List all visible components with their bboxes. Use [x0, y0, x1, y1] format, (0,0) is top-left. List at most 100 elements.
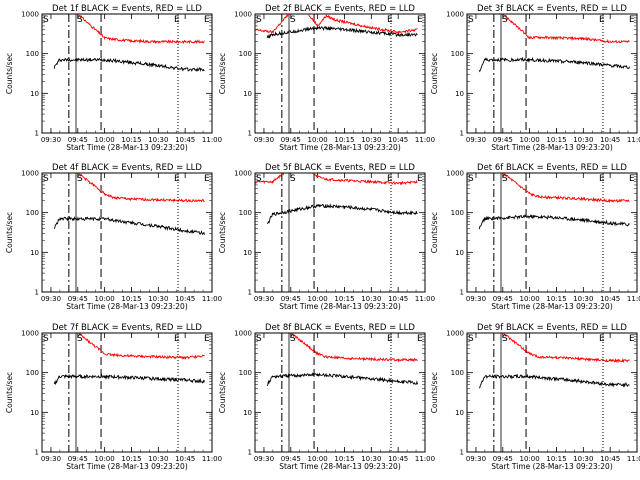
panel-title: Det 5f BLACK = Events, RED = LLD — [265, 163, 415, 173]
x-tick-label: 10:30 — [361, 455, 381, 463]
start-marker-label: S — [290, 334, 296, 344]
x-tick-label: 10:00 — [520, 295, 540, 303]
y-tick-label: 10 — [30, 409, 39, 417]
x-tick-label: 10:45 — [175, 455, 195, 463]
x-tick-label: 09:30 — [466, 295, 486, 303]
chart-panel-7: Det 7f BLACK = Events, RED = LLD 1 10 100 10… — [5, 323, 222, 471]
start-marker-label: S — [290, 15, 296, 25]
x-tick-label: 10:00 — [308, 455, 328, 463]
plot-frame — [466, 332, 638, 453]
chart-panel-8: Det 8f BLACK = Events, RED = LLD 1 10 100 10… — [218, 323, 435, 471]
end-marker-label: E — [387, 334, 393, 344]
x-tick-label: 10:45 — [388, 455, 408, 463]
plot-frame — [466, 172, 638, 293]
x-tick-label: 10:00 — [95, 455, 115, 463]
x-tick-label: 10:00 — [308, 295, 328, 303]
y-tick-label: 1000 — [234, 330, 252, 338]
end-marker-label: E — [599, 174, 605, 184]
y-tick-label: 1000 — [446, 11, 464, 19]
start-marker-label: S — [502, 174, 508, 184]
x-tick-label: 10:45 — [175, 295, 195, 303]
series-lld-line — [77, 173, 205, 203]
end-marker-label: E — [417, 334, 423, 344]
start-marker-label: S — [77, 15, 83, 25]
y-tick-label: 1 — [248, 289, 252, 297]
chart-panel-1: Det 1f BLACK = Events, RED = LLD 1 10 100 10… — [5, 4, 222, 152]
x-tick-label: 10:15 — [546, 295, 566, 303]
y-axis-title: Counts/sec — [5, 372, 14, 413]
chart-panel-3: Det 3f BLACK = Events, RED = LLD 1 10 100 10… — [430, 4, 640, 152]
start-marker-label: S — [77, 174, 83, 184]
x-tick-label: 10:00 — [95, 136, 115, 144]
x-tick-label: 09:30 — [254, 136, 274, 144]
series-events-line — [266, 25, 418, 39]
x-tick-label: 10:30 — [573, 295, 593, 303]
x-tick-label: 10:30 — [573, 136, 593, 144]
plot-area — [478, 333, 630, 452]
y-tick-label: 100 — [26, 50, 39, 58]
x-tick-label: 11:00 — [202, 136, 222, 144]
plot-area — [53, 14, 205, 133]
start-marker-label: S — [43, 334, 49, 344]
plot-frame — [41, 13, 213, 134]
series-events-line — [266, 203, 418, 225]
x-tick-label: 11:00 — [415, 455, 435, 463]
x-tick-label: 11:00 — [415, 295, 435, 303]
plot-area — [478, 173, 630, 292]
x-tick-label: 10:15 — [546, 136, 566, 144]
x-tick-label: 10:15 — [334, 455, 354, 463]
x-axis-title: Start Time (28-Mar-13 09:23:20) — [491, 462, 613, 471]
series-lld-line — [503, 173, 630, 204]
x-tick-label: 11:00 — [202, 295, 222, 303]
plot-frame — [254, 172, 426, 293]
x-tick-label: 09:45 — [68, 295, 88, 303]
x-tick-label: 10:15 — [121, 295, 141, 303]
y-tick-label: 1 — [460, 130, 464, 138]
end-marker-label: E — [204, 174, 210, 184]
y-axis-title: Counts/sec — [430, 53, 439, 94]
y-tick-label: 100 — [239, 209, 252, 217]
panel-title: Det 2f BLACK = Events, RED = LLD — [265, 4, 415, 14]
x-axis-title: Start Time (28-Mar-13 09:23:20) — [491, 302, 613, 311]
x-tick-label: 10:30 — [148, 295, 168, 303]
series-events-line — [53, 216, 205, 236]
series-lld-line — [77, 14, 205, 45]
x-tick-label: 09:45 — [68, 136, 88, 144]
plot-frame — [254, 332, 426, 453]
series-events-line — [53, 373, 205, 386]
plot-frame — [41, 172, 213, 293]
y-axis-title: Counts/sec — [218, 212, 227, 253]
x-axis-title: Start Time (28-Mar-13 09:23:20) — [279, 302, 401, 311]
y-tick-label: 10 — [243, 90, 252, 98]
y-tick-label: 1 — [35, 130, 39, 138]
end-marker-label: E — [417, 15, 423, 25]
start-marker-label: S — [256, 334, 262, 344]
series-lld-line — [255, 14, 418, 34]
x-tick-label: 11:00 — [627, 455, 640, 463]
y-tick-label: 10 — [30, 249, 39, 257]
end-marker-label: E — [204, 15, 210, 25]
x-tick-label: 10:45 — [600, 455, 620, 463]
start-marker-label: S — [468, 334, 474, 344]
end-marker-label: E — [417, 174, 423, 184]
x-tick-label: 10:30 — [361, 295, 381, 303]
y-tick-label: 1000 — [21, 330, 39, 338]
y-tick-label: 1 — [460, 449, 464, 457]
series-events-line — [478, 213, 630, 230]
start-marker-label: S — [43, 15, 49, 25]
start-marker-label: S — [256, 174, 262, 184]
x-tick-label: 11:00 — [202, 455, 222, 463]
x-tick-label: 09:45 — [68, 455, 88, 463]
panel-title: Det 8f BLACK = Events, RED = LLD — [265, 323, 415, 333]
x-tick-label: 09:45 — [281, 455, 301, 463]
x-tick-label: 10:00 — [308, 136, 328, 144]
start-marker-label: S — [468, 174, 474, 184]
x-tick-label: 11:00 — [627, 136, 640, 144]
panel-title: Det 4f BLACK = Events, RED = LLD — [52, 163, 202, 173]
x-tick-label: 09:30 — [466, 136, 486, 144]
x-tick-label: 10:15 — [121, 136, 141, 144]
y-tick-label: 1000 — [446, 330, 464, 338]
x-tick-label: 09:45 — [493, 295, 513, 303]
chart-panel-2: Det 2f BLACK = Events, RED = LLD 1 10 100 10… — [218, 4, 435, 152]
